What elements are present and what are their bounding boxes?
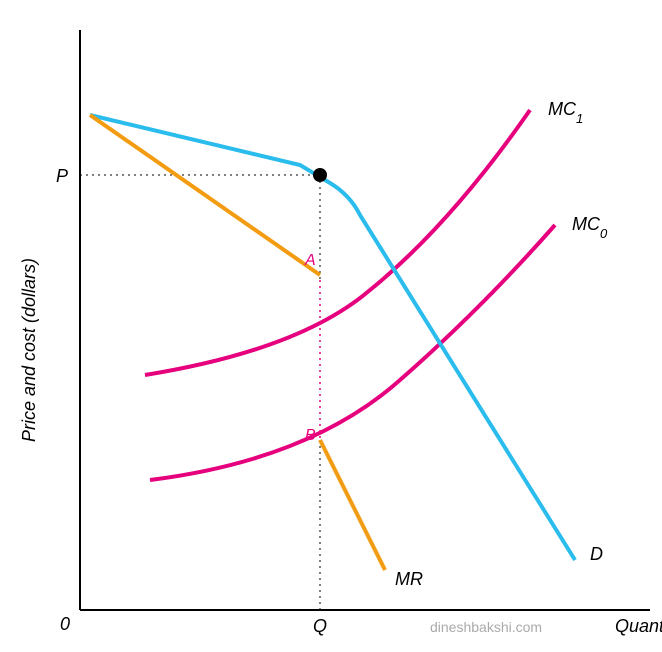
point-a-label: A <box>304 252 316 269</box>
kink-point <box>313 168 327 182</box>
mc1-curve <box>145 110 530 375</box>
economics-chart: Price and cost (dollars) Quantity 0 P Q … <box>0 0 662 652</box>
mc0-curve <box>150 225 555 480</box>
chart-svg: Price and cost (dollars) Quantity 0 P Q … <box>0 0 662 652</box>
x-axis-label: Quantity <box>615 616 662 636</box>
d-curve <box>90 115 575 560</box>
watermark: dineshbakshi.com <box>430 619 542 635</box>
q-tick-label: Q <box>313 616 327 636</box>
mc1-label: MC1 <box>548 99 583 126</box>
mc0-label: MC0 <box>572 214 608 241</box>
mr-label: MR <box>395 569 423 589</box>
d-label: D <box>590 544 603 564</box>
p-tick-label: P <box>56 166 68 186</box>
origin-label: 0 <box>60 614 70 634</box>
y-axis-label: Price and cost (dollars) <box>19 258 39 442</box>
mr-curve <box>90 115 385 570</box>
point-b-label: B <box>305 427 316 444</box>
